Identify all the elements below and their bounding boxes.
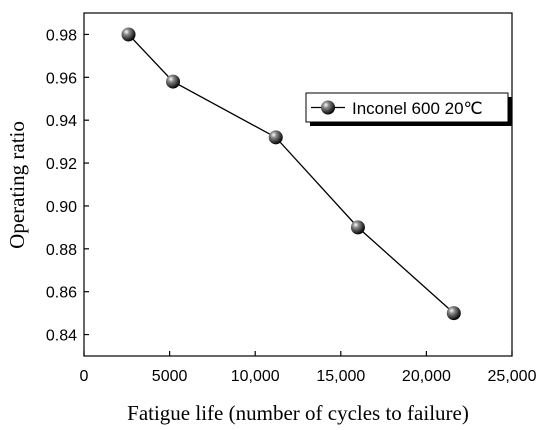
x-tick-label: 25,000 bbox=[488, 368, 537, 385]
plot-frame bbox=[83, 12, 513, 357]
x-tick-label: 15,000 bbox=[316, 368, 365, 385]
y-axis: 0.84 0.86 0.88 0.90 0.92 0.94 0.96 0.98 bbox=[46, 27, 89, 345]
legend-marker bbox=[321, 100, 335, 115]
y-tick-label: 0.92 bbox=[46, 156, 77, 173]
x-tick-label: 10,000 bbox=[231, 368, 280, 385]
y-tick-label: 0.94 bbox=[46, 113, 77, 130]
legend-label: Inconel 600 20℃ bbox=[352, 99, 483, 118]
x-tick-label: 20,000 bbox=[402, 368, 451, 385]
y-tick-label: 0.84 bbox=[46, 328, 77, 345]
data-point bbox=[350, 220, 365, 235]
y-tick-label: 0.86 bbox=[46, 285, 77, 302]
data-point bbox=[446, 306, 461, 321]
x-axis: 0 5000 10,000 15,000 20,000 25,000 bbox=[80, 351, 537, 385]
y-tick-label: 0.90 bbox=[46, 199, 77, 216]
legend: Inconel 600 20℃ bbox=[305, 92, 512, 126]
data-point bbox=[268, 130, 283, 145]
x-tick-label: 0 bbox=[80, 368, 89, 385]
y-axis-title: Operating ratio bbox=[5, 121, 29, 249]
series-layer bbox=[121, 27, 461, 321]
y-tick-label: 0.98 bbox=[46, 27, 77, 44]
x-axis-title: Fatigue life (number of cycles to failur… bbox=[127, 401, 469, 425]
data-point bbox=[121, 27, 136, 42]
x-tick-label: 5000 bbox=[152, 368, 188, 385]
y-tick-label: 0.96 bbox=[46, 70, 77, 87]
data-point bbox=[166, 74, 181, 89]
y-tick-label: 0.88 bbox=[46, 242, 77, 259]
